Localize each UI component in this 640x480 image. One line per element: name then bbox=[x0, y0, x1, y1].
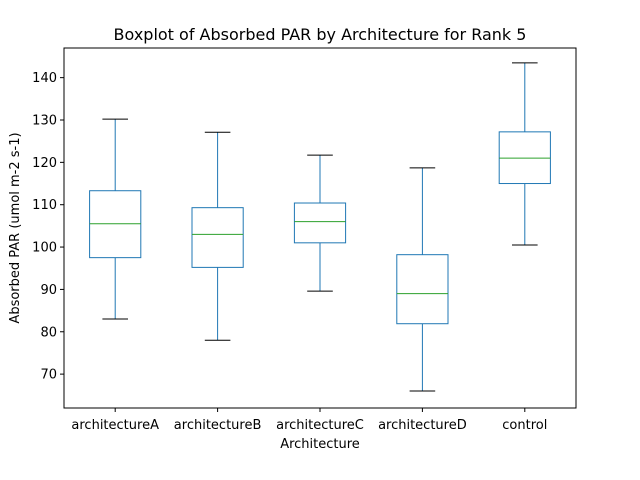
x-tick-label: architectureA bbox=[71, 418, 159, 433]
y-tick-label: 70 bbox=[40, 368, 57, 383]
x-tick-label: architectureB bbox=[174, 418, 262, 433]
iqr-box bbox=[396, 254, 449, 325]
iqr-box bbox=[191, 207, 244, 268]
x-tick-label: control bbox=[502, 418, 547, 433]
box-architectureB bbox=[191, 131, 244, 341]
y-tick-label: 120 bbox=[32, 156, 57, 171]
y-tick-label: 140 bbox=[32, 71, 57, 86]
y-axis: 70 80 90 100 110 120 130 140 bbox=[32, 71, 64, 383]
y-tick-label: 90 bbox=[40, 283, 57, 298]
box-architectureC bbox=[293, 154, 347, 292]
y-tick-label: 100 bbox=[32, 241, 57, 256]
y-axis-label: Absorbed PAR (umol m-2 s-1) bbox=[8, 132, 23, 323]
y-tick-label: 110 bbox=[32, 198, 57, 213]
y-tick-label: 80 bbox=[40, 325, 57, 340]
x-axis-label: Architecture bbox=[280, 437, 360, 452]
box-architectureA bbox=[89, 118, 142, 320]
plot-area bbox=[89, 62, 551, 392]
x-tick-label: architectureD bbox=[378, 418, 467, 433]
x-axis: architectureA architectureB architectureC a… bbox=[71, 408, 547, 433]
x-tick-label: architectureC bbox=[276, 418, 364, 433]
iqr-box bbox=[293, 202, 347, 244]
box-control bbox=[498, 62, 551, 246]
y-tick-label: 130 bbox=[32, 114, 57, 129]
chart-title: Boxplot of Absorbed PAR by Architecture … bbox=[114, 25, 527, 44]
box-architectureD bbox=[396, 167, 449, 392]
